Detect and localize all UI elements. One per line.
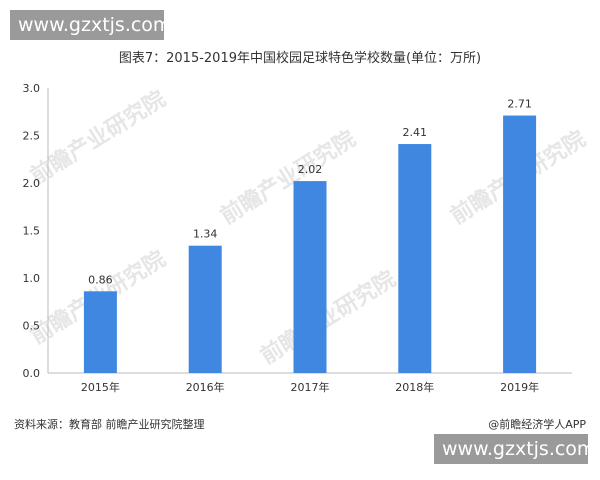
y-tick-label: 0.5 bbox=[23, 320, 41, 333]
y-tick-label: 0.0 bbox=[23, 367, 41, 380]
watermark-site-bottom: www.gzxtjs.com bbox=[434, 434, 595, 464]
data-label: 2.41 bbox=[403, 126, 428, 139]
x-tick-label: 2018年 bbox=[395, 380, 434, 394]
data-label: 0.86 bbox=[88, 273, 113, 286]
source-note: 资料来源：教育部 前瞻产业研究院整理 bbox=[14, 418, 205, 431]
x-tick-label: 2017年 bbox=[291, 380, 330, 394]
data-label: 1.34 bbox=[193, 228, 218, 241]
x-tick-label: 2019年 bbox=[500, 380, 539, 394]
y-tick-label: 1.0 bbox=[23, 272, 41, 285]
bar bbox=[293, 181, 327, 373]
bar bbox=[398, 144, 432, 373]
watermark-site-top: www.gzxtjs.com bbox=[10, 10, 171, 40]
y-tick-label: 2.5 bbox=[23, 130, 41, 143]
y-tick-label: 2.0 bbox=[23, 177, 41, 190]
chart-title: 图表7：2015-2019年中国校园足球特色学校数量(单位：万所) bbox=[118, 51, 482, 66]
x-tick-label: 2016年 bbox=[186, 380, 225, 394]
credit-note: @前瞻经济学人APP bbox=[488, 418, 586, 431]
bar bbox=[83, 291, 117, 373]
bar bbox=[503, 115, 537, 374]
y-tick-label: 1.5 bbox=[23, 225, 41, 238]
bar bbox=[188, 245, 222, 373]
y-tick-label: 3.0 bbox=[23, 82, 41, 95]
data-label: 2.02 bbox=[298, 163, 323, 176]
x-tick-label: 2015年 bbox=[81, 380, 120, 394]
data-label: 2.71 bbox=[507, 98, 532, 111]
